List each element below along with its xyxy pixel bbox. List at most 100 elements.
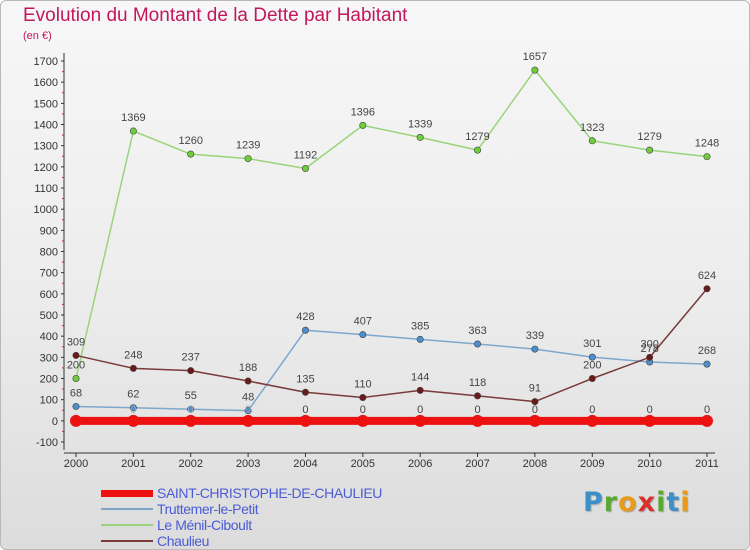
data-label: 1192 bbox=[294, 150, 318, 162]
data-label: 237 bbox=[182, 352, 200, 364]
proxiti-logo: Proxiti bbox=[583, 487, 691, 518]
logo-letter: t bbox=[666, 487, 681, 518]
y-tick-label: 1400 bbox=[34, 120, 58, 132]
data-label: 407 bbox=[354, 316, 372, 328]
y-tick-label: 1300 bbox=[34, 141, 58, 153]
data-point bbox=[129, 364, 137, 372]
logo-letter: r bbox=[603, 487, 619, 518]
y-tick-label: -100 bbox=[36, 437, 58, 449]
x-tick-label: 2003 bbox=[236, 458, 260, 470]
data-point bbox=[701, 414, 713, 427]
data-label: 248 bbox=[124, 349, 142, 361]
y-tick-label: 400 bbox=[40, 331, 58, 343]
legend-swatch bbox=[101, 540, 153, 542]
data-point bbox=[586, 414, 599, 427]
x-tick-label: 2002 bbox=[178, 458, 202, 470]
y-tick-label: 600 bbox=[40, 289, 58, 301]
data-label-faint: 0 bbox=[188, 404, 194, 416]
logo-letter: x bbox=[637, 487, 657, 518]
y-tick-label: 1200 bbox=[34, 162, 58, 174]
data-label: 339 bbox=[526, 330, 544, 342]
logo-letter: i bbox=[680, 487, 691, 518]
legend-label: Truttemer-le-Petit bbox=[157, 501, 259, 517]
chart-subtitle: (en €) bbox=[23, 30, 52, 42]
data-point bbox=[643, 414, 656, 427]
series-line bbox=[75, 288, 708, 403]
data-point bbox=[359, 121, 367, 129]
data-label: 91 bbox=[529, 383, 541, 395]
data-point bbox=[187, 405, 195, 413]
data-label: 301 bbox=[583, 338, 601, 350]
logo-letter: o bbox=[618, 487, 638, 518]
legend-item: Truttemer-le-Petit bbox=[101, 501, 382, 517]
data-label: 0 bbox=[647, 404, 653, 416]
y-tick-label: 500 bbox=[40, 310, 58, 322]
data-label-faint: 0 bbox=[130, 404, 136, 416]
data-label: 0 bbox=[532, 404, 538, 416]
y-tick-label: 800 bbox=[40, 247, 58, 259]
data-point bbox=[414, 414, 427, 427]
data-point bbox=[356, 414, 369, 427]
legend-swatch bbox=[101, 524, 153, 526]
y-tick-label: 700 bbox=[40, 268, 58, 280]
y-tick-label: 1700 bbox=[34, 56, 58, 68]
data-label: 278 bbox=[640, 343, 658, 355]
x-tick-label: 2004 bbox=[293, 458, 317, 470]
data-point bbox=[416, 335, 424, 343]
data-point bbox=[72, 374, 80, 382]
data-point bbox=[416, 133, 424, 141]
data-label: 1279 bbox=[465, 131, 489, 143]
data-point bbox=[244, 407, 252, 415]
x-tick-label: 2005 bbox=[351, 458, 375, 470]
data-point bbox=[703, 153, 711, 161]
data-point bbox=[588, 353, 596, 361]
data-point bbox=[359, 331, 367, 339]
data-label: 0 bbox=[589, 404, 595, 416]
data-point bbox=[72, 402, 80, 410]
y-tick-label: 200 bbox=[40, 374, 58, 386]
data-label: 55 bbox=[185, 390, 197, 402]
data-label: 0 bbox=[360, 404, 366, 416]
series-line bbox=[75, 329, 708, 412]
y-tick-label: 1500 bbox=[34, 98, 58, 110]
data-point bbox=[301, 388, 309, 396]
x-tick-label: 2010 bbox=[637, 458, 661, 470]
data-point bbox=[588, 374, 596, 382]
data-point bbox=[242, 414, 255, 427]
data-label: 0 bbox=[302, 404, 308, 416]
data-label: 62 bbox=[127, 389, 139, 401]
data-label: 1248 bbox=[695, 138, 719, 150]
y-tick-label: 900 bbox=[40, 225, 58, 237]
data-point bbox=[359, 394, 367, 402]
data-point bbox=[531, 66, 539, 74]
legend-swatch bbox=[101, 508, 153, 510]
logo-letter: i bbox=[656, 487, 667, 518]
data-label: 0 bbox=[704, 404, 710, 416]
legend-label: Le Ménil-Ciboult bbox=[157, 517, 252, 533]
data-label: 428 bbox=[296, 311, 314, 323]
data-point bbox=[72, 351, 80, 359]
data-point bbox=[703, 285, 711, 293]
x-tick-label: 2000 bbox=[64, 458, 88, 470]
data-label: 110 bbox=[354, 379, 372, 391]
data-label: 144 bbox=[411, 371, 429, 383]
data-label: 1657 bbox=[523, 51, 547, 63]
data-point bbox=[299, 414, 312, 427]
data-label: 1323 bbox=[580, 122, 604, 134]
data-label: 200 bbox=[583, 360, 601, 372]
data-label: 1260 bbox=[178, 135, 202, 147]
data-label: 188 bbox=[239, 362, 257, 374]
data-point bbox=[528, 414, 541, 427]
y-tick-label: 1000 bbox=[34, 204, 58, 216]
y-tick-label: 300 bbox=[40, 352, 58, 364]
data-point bbox=[244, 155, 252, 163]
data-point bbox=[646, 353, 654, 361]
y-tick-label: 1100 bbox=[34, 183, 58, 195]
legend-item: Chaulieu bbox=[101, 533, 382, 549]
x-tick-label: 2009 bbox=[580, 458, 604, 470]
legend-label: Chaulieu bbox=[157, 533, 210, 549]
data-point bbox=[184, 414, 197, 427]
y-tick-label: 0 bbox=[52, 416, 58, 428]
data-label: 309 bbox=[67, 336, 85, 348]
